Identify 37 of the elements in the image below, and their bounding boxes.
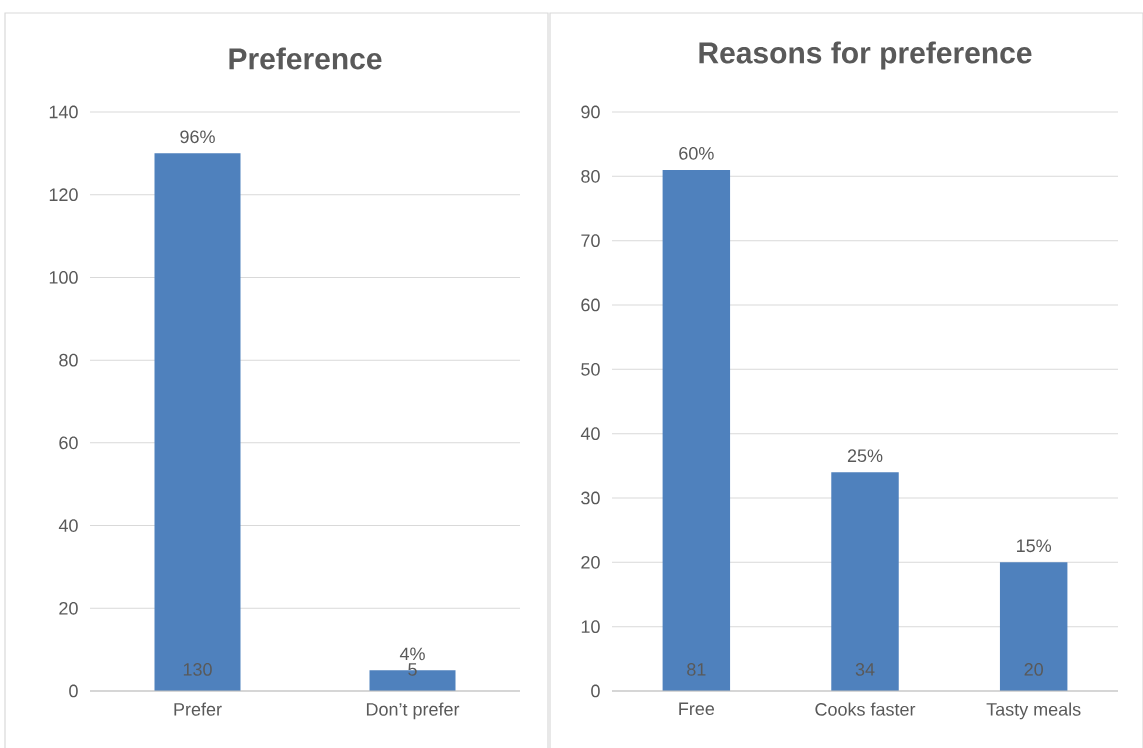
y-tick-label: 0	[591, 684, 600, 698]
y-tick-label: 20	[581, 555, 600, 569]
y-tick-label: 140	[49, 105, 78, 119]
y-tick-label: 80	[59, 353, 78, 367]
annotation: 15%	[1017, 539, 1052, 553]
data-label: 20	[1024, 663, 1043, 676]
x-tick-label: Free	[679, 702, 715, 716]
data-label: 81	[687, 663, 706, 676]
bar	[831, 472, 899, 691]
y-tick-label: 40	[580, 427, 600, 441]
data-label: 34	[855, 663, 875, 676]
x-tick-label: Don’t prefer	[366, 702, 460, 720]
chart-title: Preference	[229, 47, 382, 70]
y-tick-label: 10	[581, 620, 600, 634]
y-tick-label: 80	[581, 169, 600, 183]
annotation: 25%	[847, 449, 883, 463]
annotation: 60%	[679, 146, 714, 160]
y-tick-label: 90	[581, 105, 600, 119]
y-tick-label: 50	[581, 362, 600, 376]
bar	[662, 169, 731, 691]
y-tick-label: 40	[58, 519, 78, 532]
x-tick-label: Tasty meals	[986, 702, 1081, 720]
chart-title: Reasons for preference	[699, 41, 1032, 70]
y-tick-label: 120	[49, 188, 78, 202]
y-tick-label: 70	[581, 234, 600, 248]
y-tick-label: 0	[69, 684, 78, 698]
y-tick-label: 60	[581, 298, 600, 312]
y-tick-label: 20	[59, 601, 78, 615]
annotation: 4%	[399, 647, 425, 661]
y-tick-label: 30	[581, 491, 600, 505]
annotation: 96%	[180, 130, 215, 144]
data-label: 130	[183, 663, 212, 676]
x-tick-label: Prefer	[174, 702, 222, 716]
y-tick-label: 60	[59, 436, 78, 450]
x-tick-label: Cooks faster	[815, 702, 916, 716]
bar	[999, 562, 1068, 691]
y-tick-label: 100	[49, 271, 78, 284]
